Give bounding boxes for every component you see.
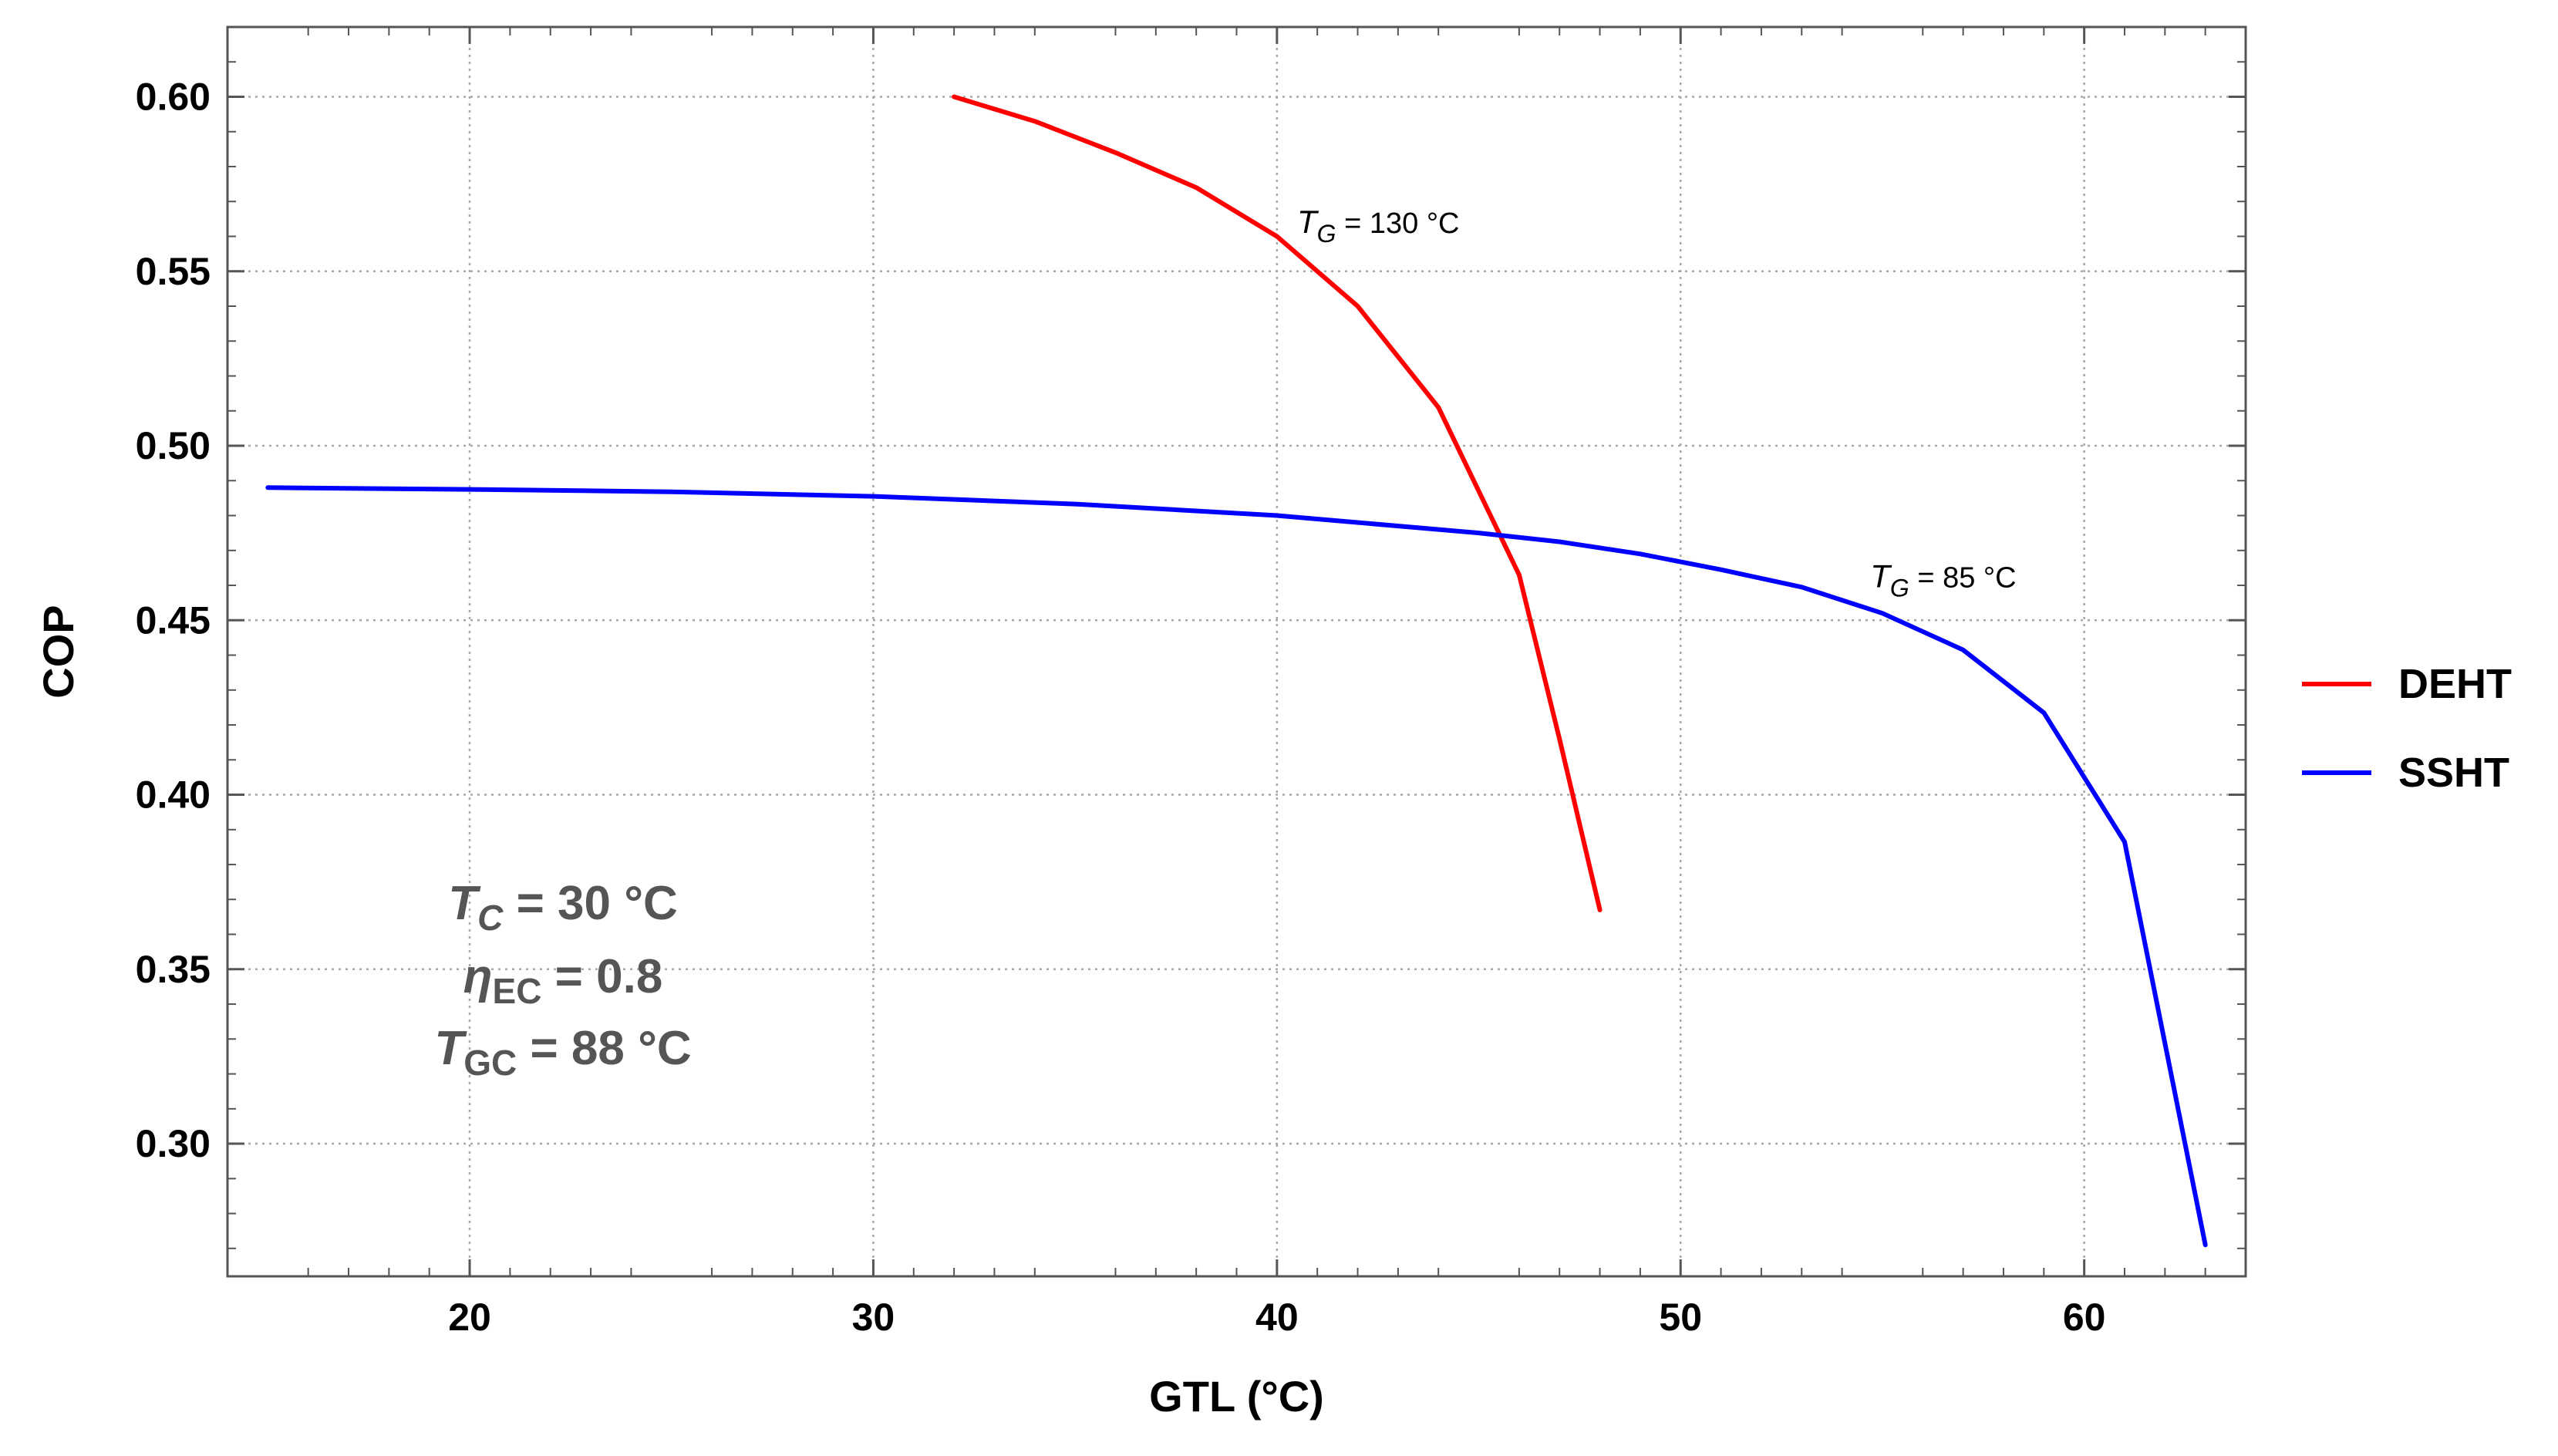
y-tick-label: 0.45 [136, 598, 211, 642]
ssht-curve-annotation: TG = 85 °C [1870, 558, 2016, 602]
param-subscript: C [477, 898, 504, 938]
x-tick-label: 40 [1255, 1296, 1299, 1339]
param-subscript: GC [463, 1043, 517, 1083]
param-value: = 30 °C [503, 877, 677, 930]
param-generator-temp: TGC = 88 °C [434, 1022, 691, 1083]
series-line-ssht [265, 485, 2208, 1248]
axis-ticks: 20 30 40 50 60 0.30 0.35 0.40 0.45 0.50 0.55 0.60 [136, 27, 2246, 1339]
param-symbol: T [448, 877, 481, 930]
y-axis-title: COP [34, 605, 83, 698]
x-tick-label: 60 [2063, 1296, 2106, 1339]
annotation-subscript: G [1890, 574, 1909, 602]
x-tick-label: 20 [448, 1296, 491, 1339]
param-efficiency: ηEC = 0.8 [463, 950, 663, 1011]
x-tick-label: 50 [1659, 1296, 1702, 1339]
annotation-text: = 130 °C [1336, 207, 1460, 240]
param-symbol: η [463, 950, 493, 1003]
x-axis-title: GTL (°C) [1149, 1372, 1324, 1421]
y-tick-label: 0.50 [136, 424, 211, 467]
y-tick-label: 0.60 [136, 76, 211, 119]
annotation-symbol: T [1870, 558, 1892, 594]
legend-label-ssht: SSHT [2398, 750, 2509, 796]
legend-label-deht: DEHT [2398, 661, 2512, 707]
annotation-subscript: G [1317, 220, 1336, 248]
y-tick-label: 0.40 [136, 774, 211, 817]
param-value: = 0.8 [541, 950, 662, 1003]
annotation-symbol: T [1297, 204, 1319, 240]
legend: DEHT SSHT [2302, 661, 2512, 796]
deht-curve-annotation: TG = 130 °C [1297, 204, 1459, 248]
series-line-deht [952, 94, 1603, 912]
y-tick-label: 0.55 [136, 250, 211, 293]
series-lines [265, 94, 2208, 1248]
param-symbol: T [434, 1022, 467, 1075]
param-condenser-temp: TC = 30 °C [448, 877, 678, 938]
annotation-text: = 85 °C [1909, 561, 2017, 594]
y-tick-label: 0.35 [136, 948, 211, 991]
x-tick-label: 30 [852, 1296, 895, 1339]
param-subscript: EC [493, 971, 542, 1011]
param-value: = 88 °C [517, 1022, 691, 1075]
y-tick-label: 0.30 [136, 1122, 211, 1165]
